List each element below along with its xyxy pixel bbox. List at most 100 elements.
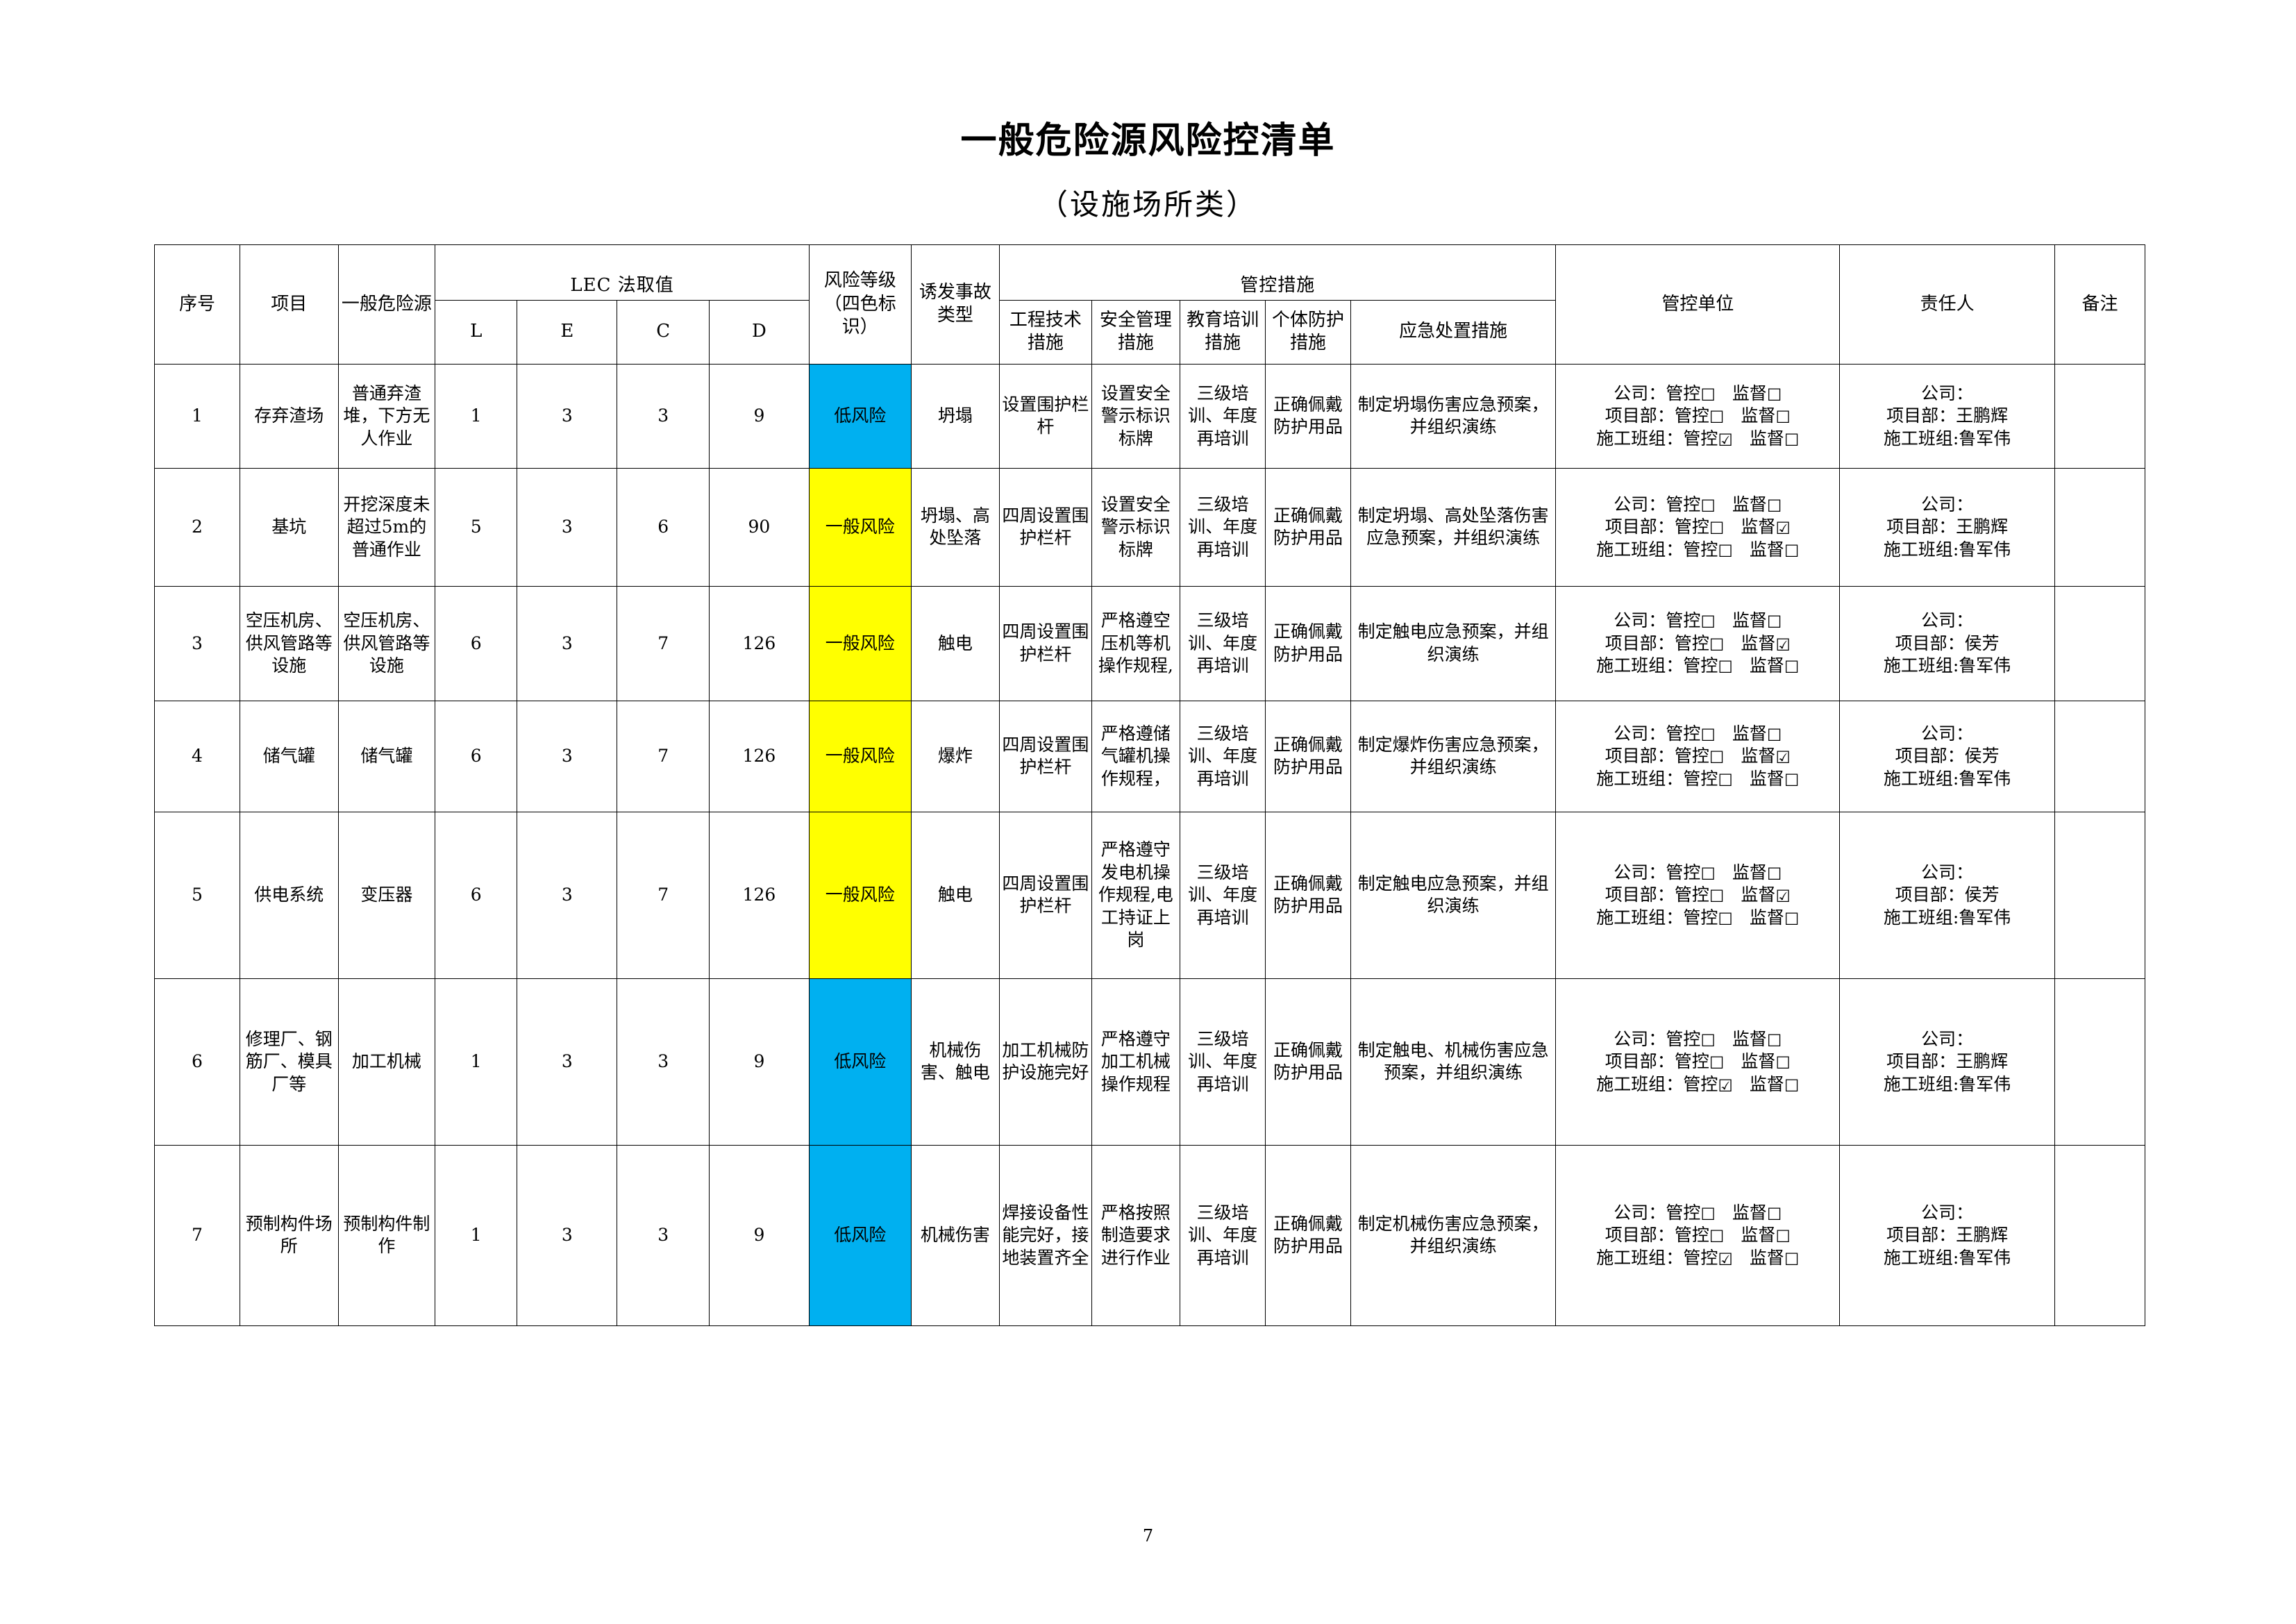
risk-control-table: 序号 项目 一般危险源 LEC 法取值 风险等级（四色标识） 诱发事故类型 管控… [154,244,2146,1326]
control-checkbox[interactable]: 管控☐ [1674,1225,1725,1247]
responsible-line-project-dept: 项目部：侯芳 [1895,633,2000,653]
control-checkbox[interactable]: 管控☐ [1683,907,1733,929]
control-unit-label: 施工班组： [1596,1247,1684,1268]
control-checkbox[interactable]: 管控☐ [1674,633,1725,655]
row-lec-e: 3 [517,811,618,979]
footer-page-number: 7 [1142,1526,1154,1546]
row-hazard: 储气罐 [337,700,436,812]
supervise-checkbox[interactable]: 监督☐ [1732,862,1782,884]
supervise-checkbox[interactable]: 监督☐ [1732,1202,1782,1224]
row-ppe-measure: 正确佩戴防护用品 [1265,467,1351,587]
header-row-top: 序号 项目 一般危险源 LEC 法取值 风险等级（四色标识） 诱发事故类型 管控… [154,244,2146,365]
row-risk-level: 一般风险 [809,585,912,701]
row-safety-mgmt-measure: 设置安全警示标识标牌 [1091,467,1181,587]
control-checkbox[interactable]: 管控☐ [1683,655,1733,678]
row-lec-d: 9 [708,363,810,469]
header-risk-level: 风险等级（四色标识） [809,244,912,365]
row-risk-level: 低风险 [809,363,912,469]
supervise-checkbox[interactable]: 监督☐ [1749,428,1800,450]
supervise-checkbox[interactable]: 监督☐ [1749,907,1800,929]
responsible-line-company: 公司： [1921,610,1974,631]
control-checkbox[interactable]: 管控☐ [1666,1202,1716,1224]
row-safety-mgmt-measure: 严格遵守发电机操作规程,电工持证上岗 [1091,811,1181,979]
row-accident-type: 爆炸 [910,700,1000,812]
risk-table-container: 序号 项目 一般危险源 LEC 法取值 风险等级（四色标识） 诱发事故类型 管控… [154,244,2146,1326]
header-responsible: 责任人 [1839,244,2055,365]
row-lec-c: 3 [617,1144,710,1326]
control-unit-label: 项目部： [1604,746,1675,767]
supervise-checkbox[interactable]: 监督☐ [1741,405,1791,428]
supervise-checkbox[interactable]: 监督☐ [1741,1225,1791,1247]
table-row: 1 存弃渣场 普通弃渣堆，下方无人作业 1 3 3 9 低风险 坍塌 设置围护栏杆 设置安全警示标识… [154,363,2146,469]
supervise-checkbox[interactable]: 监督☐ [1749,1247,1800,1269]
supervise-checkbox[interactable]: 监督☐ [1732,383,1782,405]
row-remark [2054,363,2146,469]
control-checkbox[interactable]: 管控☐ [1674,885,1725,907]
control-checkbox[interactable]: 管控☐ [1683,768,1733,790]
row-control-unit: 公司：管控☐ 监督☐ 项目部：管控☐ 监督☐ 施工班组：管控☑ 监督☐ [1555,978,1841,1146]
control-unit-line-work-team: 施工班组：管控☐ 监督☐ [1557,655,1838,678]
responsible-line-project-dept: 项目部：王鹏辉 [1886,1051,2009,1072]
row-education-measure: 三级培训、年度再培训 [1180,700,1266,812]
supervise-checkbox[interactable]: 监督☐ [1741,1051,1791,1073]
control-unit-line-project-dept: 项目部：管控☐ 监督☑ [1557,516,1838,539]
control-unit-line-project-dept: 项目部：管控☐ 监督☐ [1557,1224,1838,1247]
responsible-line-company: 公司： [1921,862,1974,882]
supervise-checkbox[interactable]: 监督☑ [1741,885,1791,907]
row-lec-c: 7 [617,811,710,979]
row-lec-e: 3 [517,585,618,701]
table-row: 6 修理厂、钢筋厂、模具厂等 加工机械 1 3 3 9 低风险 机械伤害、触电 加工机械防护设施完… [154,978,2146,1146]
supervise-checkbox[interactable]: 监督☐ [1732,494,1782,516]
control-unit-line-work-team: 施工班组：管控☑ 监督☐ [1557,428,1838,451]
control-unit-label: 施工班组： [1596,539,1684,560]
control-unit-label: 项目部： [1604,1051,1675,1072]
supervise-checkbox[interactable]: 监督☑ [1741,517,1791,539]
supervise-checkbox[interactable]: 监督☐ [1732,723,1782,745]
row-safety-mgmt-measure: 严格遵空压机等机操作规程, [1091,585,1181,701]
table-row: 7 预制构件场所 预制构件制作 1 3 3 9 低风险 机械伤害 焊接设备性能完好，接地装置齐全严… [154,1144,2146,1326]
control-checkbox[interactable]: 管控☐ [1666,383,1716,405]
supervise-checkbox[interactable]: 监督☑ [1741,746,1791,768]
control-checkbox[interactable]: 管控☐ [1674,517,1725,539]
control-checkbox[interactable]: 管控☑ [1683,1073,1733,1096]
row-seq: 1 [154,363,240,469]
control-unit-label: 项目部： [1604,1225,1675,1246]
control-checkbox[interactable]: 管控☐ [1674,746,1725,768]
control-checkbox[interactable]: 管控☐ [1683,539,1733,561]
control-checkbox[interactable]: 管控☐ [1674,405,1725,428]
responsible-line-work-team: 施工班组:鲁军伟 [1883,768,2011,789]
table-row: 3 空压机房、供风管路等设施 空压机房、供风管路等设施 6 3 7 126 一般风险 触电 四周设… [154,585,2146,701]
supervise-checkbox[interactable]: 监督☐ [1749,655,1800,678]
row-responsible-person: 公司： 项目部：侯芳 施工班组:鲁军伟 [1839,811,2055,979]
row-seq: 3 [154,585,240,701]
row-remark [2054,1144,2146,1326]
row-emergency-measure: 制定坍塌伤害应急预案，并组织演练 [1350,363,1557,469]
supervise-checkbox[interactable]: 监督☐ [1749,1073,1800,1096]
supervise-checkbox[interactable]: 监督☐ [1749,768,1800,790]
control-checkbox[interactable]: 管控☑ [1683,1247,1733,1269]
control-checkbox[interactable]: 管控☐ [1666,862,1716,884]
responsible-line-work-team: 施工班组:鲁军伟 [1883,655,2011,676]
control-checkbox[interactable]: 管控☐ [1674,1051,1725,1073]
supervise-checkbox[interactable]: 监督☐ [1732,610,1782,633]
row-remark [2054,467,2146,587]
table-row: 2 基坑 开挖深度未超过5m的普通作业 5 3 6 90 一般风险 坍塌、高处坠落 四周设置围护栏… [154,467,2146,587]
row-accident-type: 坍塌、高处坠落 [910,467,1000,587]
row-lec-l: 5 [435,467,518,587]
supervise-checkbox[interactable]: 监督☐ [1732,1028,1782,1050]
control-checkbox[interactable]: 管控☑ [1683,428,1733,450]
header-education: 教育培训措施 [1180,299,1266,365]
control-checkbox[interactable]: 管控☐ [1666,1028,1716,1050]
row-lec-c: 7 [617,700,710,812]
control-checkbox[interactable]: 管控☐ [1666,610,1716,633]
row-safety-mgmt-measure: 设置安全警示标识标牌 [1091,363,1181,469]
control-checkbox[interactable]: 管控☐ [1666,723,1716,745]
control-checkbox[interactable]: 管控☐ [1666,494,1716,516]
row-engineering-measure: 四周设置围护栏杆 [999,585,1092,701]
row-lec-c: 3 [617,363,710,469]
supervise-checkbox[interactable]: 监督☐ [1749,539,1800,561]
supervise-checkbox[interactable]: 监督☑ [1741,633,1791,655]
row-project: 基坑 [239,467,339,587]
control-unit-label: 项目部： [1604,885,1675,905]
control-unit-line-work-team: 施工班组：管控☑ 监督☐ [1557,1247,1838,1270]
